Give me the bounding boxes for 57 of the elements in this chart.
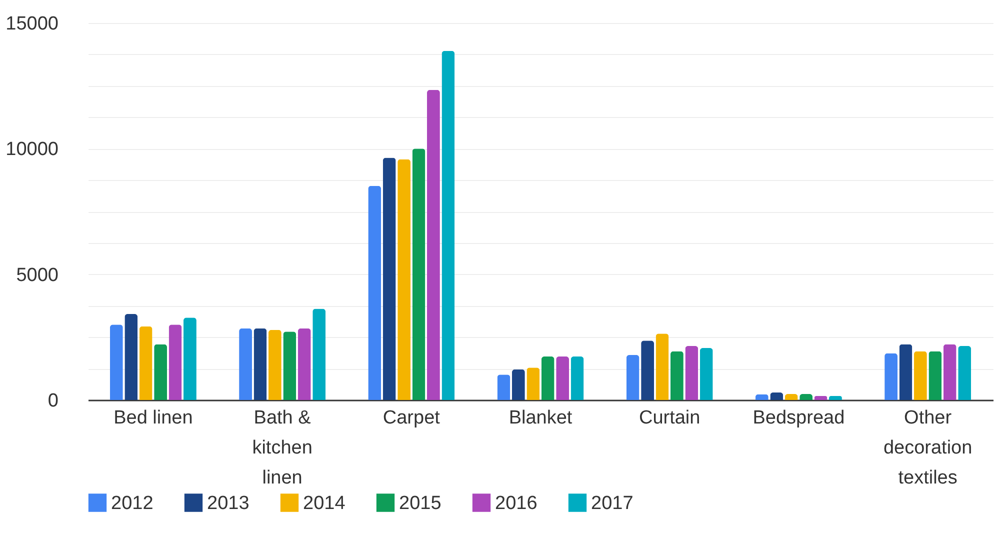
legend-label: 2015 — [399, 492, 442, 514]
bar — [426, 90, 440, 400]
bar — [770, 392, 784, 400]
bar — [884, 353, 898, 400]
bar — [928, 351, 942, 400]
bar — [700, 348, 713, 400]
bar — [368, 186, 382, 400]
bar — [268, 330, 282, 400]
x-tick-label: Other decoration textiles — [883, 408, 972, 488]
bar — [656, 334, 669, 400]
x-tick-label: Bed linen — [114, 408, 193, 428]
y-tick-label: 5000 — [16, 264, 58, 286]
bar — [283, 332, 296, 400]
legend-label: 2016 — [495, 492, 538, 514]
bar — [943, 344, 956, 400]
bar — [541, 356, 554, 400]
bar — [442, 50, 455, 400]
legend-label: 2014 — [303, 492, 346, 514]
bar — [641, 340, 654, 400]
x-tick-label: Carpet — [382, 408, 441, 428]
bar — [570, 356, 584, 400]
bar — [784, 394, 798, 400]
x-tick-label: Bedspread — [752, 408, 845, 428]
bar — [914, 351, 927, 400]
bar — [184, 318, 196, 400]
bar — [298, 328, 311, 400]
bar — [412, 148, 426, 400]
bar — [154, 344, 168, 400]
legend-label: 2012 — [111, 492, 154, 514]
bar — [398, 159, 411, 400]
legend-label: 2017 — [591, 492, 634, 514]
bar — [526, 368, 540, 400]
x-tick-label: Curtain — [638, 408, 700, 428]
bar — [239, 328, 252, 400]
bar — [312, 308, 326, 400]
y-tick-label: 15000 — [6, 14, 58, 34]
bar — [670, 351, 684, 400]
x-tick-label: Bath & kitchen linen — [252, 408, 312, 488]
bar — [899, 344, 912, 400]
bar — [110, 324, 123, 400]
bar — [626, 355, 640, 400]
bar — [685, 346, 698, 400]
bar — [800, 394, 813, 400]
y-tick-label: 10000 — [6, 139, 58, 160]
bar — [382, 158, 396, 400]
x-tick-label: Blanket — [508, 408, 573, 428]
bar — [512, 369, 525, 400]
legend-label: 2013 — [207, 492, 250, 514]
bar — [814, 396, 828, 400]
bar — [139, 326, 152, 400]
bar — [254, 328, 267, 400]
y-tick-label: 0 — [48, 390, 58, 412]
bar — [124, 314, 138, 400]
bar — [958, 346, 972, 400]
bar — [168, 324, 182, 400]
bar — [497, 374, 510, 400]
bar — [556, 356, 570, 400]
